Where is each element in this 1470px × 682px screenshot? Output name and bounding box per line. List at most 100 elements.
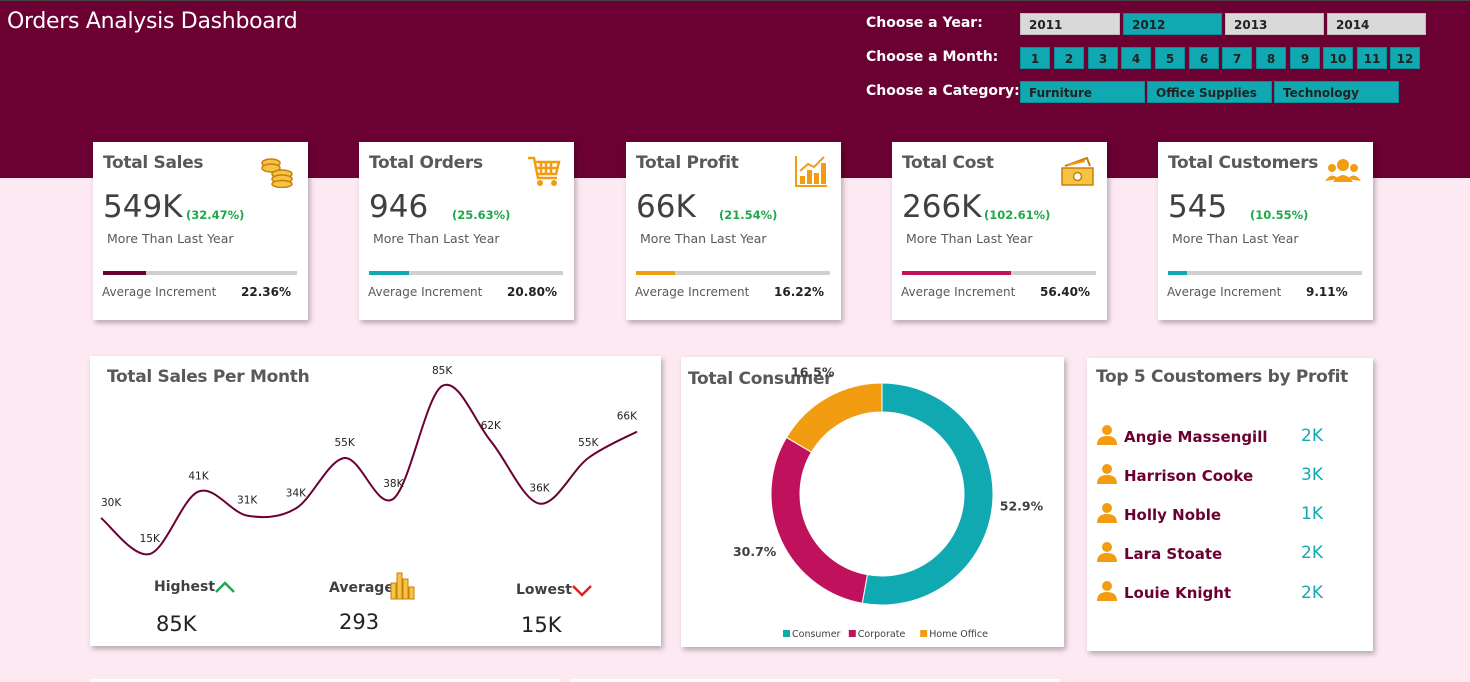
kpi-title: Total Sales: [103, 153, 204, 173]
month-slicer-7[interactable]: 7: [1222, 47, 1252, 69]
donut-slice-consumer: [861, 382, 994, 606]
year-filter-label: Choose a Year:: [866, 15, 983, 31]
highest-value: 85K: [156, 612, 197, 636]
data-label: 38K: [383, 478, 404, 490]
month-slicer-2[interactable]: 2: [1054, 47, 1084, 69]
sales-series-line: [100, 383, 638, 556]
arrow-up-icon: [215, 581, 235, 593]
kpi-average-value: 16.22%: [774, 285, 824, 299]
kpi-progress-track: [369, 271, 563, 275]
month-slicer-9[interactable]: 9: [1290, 47, 1320, 69]
kpi-progress-fill: [1168, 271, 1188, 275]
kpi-card-total-orders: Total Orders 946 (25.63%) More Than Last…: [359, 142, 574, 320]
donut-slice-corporate: [770, 436, 868, 604]
person-icon: [1097, 425, 1117, 445]
shopping-cart-icon: [528, 156, 561, 186]
page-title: Orders Analysis Dashboard: [7, 9, 298, 34]
person-icon: [1097, 503, 1117, 523]
kpi-progress-fill: [902, 271, 1012, 275]
kpi-change-percent: (21.54%): [719, 208, 778, 222]
kpi-progress-fill: [369, 271, 410, 275]
kpi-change-percent: (10.55%): [1250, 208, 1309, 222]
panel-title: Top 5 Coustomers by Profit: [1096, 367, 1348, 387]
month-slicer-4[interactable]: 4: [1121, 47, 1151, 69]
data-label: 34K: [286, 487, 307, 499]
data-label: 30K: [101, 497, 122, 509]
kpi-card-total-cost: Total Cost 266K (102.61%) More Than Last…: [892, 142, 1107, 320]
customer-profit: 2K: [1301, 426, 1323, 446]
legend-label: Home Office: [929, 629, 988, 640]
month-slicer-12[interactable]: 12: [1390, 47, 1420, 69]
month-slicer-6[interactable]: 6: [1189, 47, 1219, 69]
kpi-subtitle: More Than Last Year: [107, 231, 234, 246]
month-slicer-3[interactable]: 3: [1088, 47, 1118, 69]
customer-profit: 2K: [1301, 583, 1323, 603]
legend-swatch: [920, 630, 928, 637]
kpi-value: 545: [1168, 189, 1228, 225]
donut-label: 52.9%: [1000, 499, 1044, 514]
kpi-card-total-profit: Total Profit 66K (21.54%) More Than Last…: [626, 142, 841, 320]
next-panel-edge: [570, 679, 1060, 682]
customer-name: Harrison Cooke: [1124, 467, 1254, 485]
kpi-subtitle: More Than Last Year: [1172, 231, 1299, 246]
kpi-progress-track: [902, 271, 1096, 275]
average-label: Average: [329, 580, 394, 596]
data-label: 55K: [578, 437, 599, 449]
month-slicer-11[interactable]: 11: [1357, 47, 1387, 69]
arrow-down-icon: [572, 585, 592, 597]
customer-name: Lara Stoate: [1124, 545, 1223, 563]
year-slicer-2011[interactable]: 2011: [1020, 13, 1120, 35]
kpi-value: 266K: [902, 189, 982, 225]
average-value: 293: [339, 610, 380, 634]
kpi-progress-track: [103, 271, 297, 275]
legend-swatch: [848, 630, 856, 637]
customers-icon: [1325, 159, 1361, 182]
person-icon: [1097, 542, 1117, 562]
category-slicer-office-supplies[interactable]: Office Supplies: [1147, 81, 1272, 103]
year-slicer-2014[interactable]: 2014: [1327, 13, 1426, 35]
kpi-average-value: 9.11%: [1306, 285, 1348, 299]
kpi-value: 549K: [103, 189, 183, 225]
year-slicer-2012[interactable]: 2012: [1123, 13, 1222, 35]
category-slicer-technology[interactable]: Technology: [1274, 81, 1399, 103]
customer-name: Holly Noble: [1124, 506, 1222, 524]
kpi-average-label: Average Increment: [368, 285, 483, 299]
highest-label: Highest: [154, 579, 216, 595]
kpi-average-value: 22.36%: [241, 285, 291, 299]
year-slicer-2013[interactable]: 2013: [1225, 13, 1324, 35]
month-slicer-10[interactable]: 10: [1323, 47, 1353, 69]
kpi-subtitle: More Than Last Year: [373, 231, 500, 246]
data-label: 66K: [617, 411, 638, 423]
data-label: 31K: [237, 495, 258, 507]
category-slicer-furniture[interactable]: Furniture: [1020, 81, 1145, 103]
lowest-label: Lowest: [516, 582, 572, 598]
category-filter-label: Choose a Category:: [866, 83, 1020, 99]
month-slicer-5[interactable]: 5: [1155, 47, 1185, 69]
kpi-progress-fill: [636, 271, 675, 275]
cash-icon: [1061, 156, 1094, 186]
total-consumer-panel: Total Consumer 52.9% 30.7% 16.5% Consumer C…: [681, 357, 1064, 647]
legend-swatch: [783, 630, 790, 637]
month-filter-label: Choose a Month:: [866, 49, 999, 65]
person-icon: [1097, 581, 1117, 601]
top-customers-panel: Top 5 Coustomers by Profit Angie Masseng…: [1087, 358, 1373, 651]
kpi-title: Total Customers: [1168, 153, 1319, 173]
kpi-title: Total Cost: [902, 153, 994, 173]
legend-label: Consumer: [792, 629, 841, 640]
month-slicer-1[interactable]: 1: [1020, 47, 1050, 69]
kpi-average-value: 56.40%: [1040, 285, 1090, 299]
kpi-title: Total Profit: [636, 153, 739, 173]
panel-title: Total Consumer: [688, 369, 833, 389]
data-label: 36K: [529, 483, 550, 495]
kpi-average-label: Average Increment: [1167, 285, 1282, 299]
data-label: 41K: [188, 471, 209, 483]
kpi-value: 946: [369, 189, 429, 225]
month-slicer-8[interactable]: 8: [1256, 47, 1286, 69]
bar-chart-icon: [390, 572, 415, 600]
kpi-card-total-customers: Total Customers 545 (10.55%) More Than L…: [1158, 142, 1373, 320]
data-label: 62K: [481, 420, 502, 432]
customer-name: Louie Knight: [1124, 584, 1232, 602]
kpi-average-label: Average Increment: [635, 285, 750, 299]
customer-profit: 1K: [1301, 504, 1323, 524]
data-label: 15K: [140, 533, 161, 545]
